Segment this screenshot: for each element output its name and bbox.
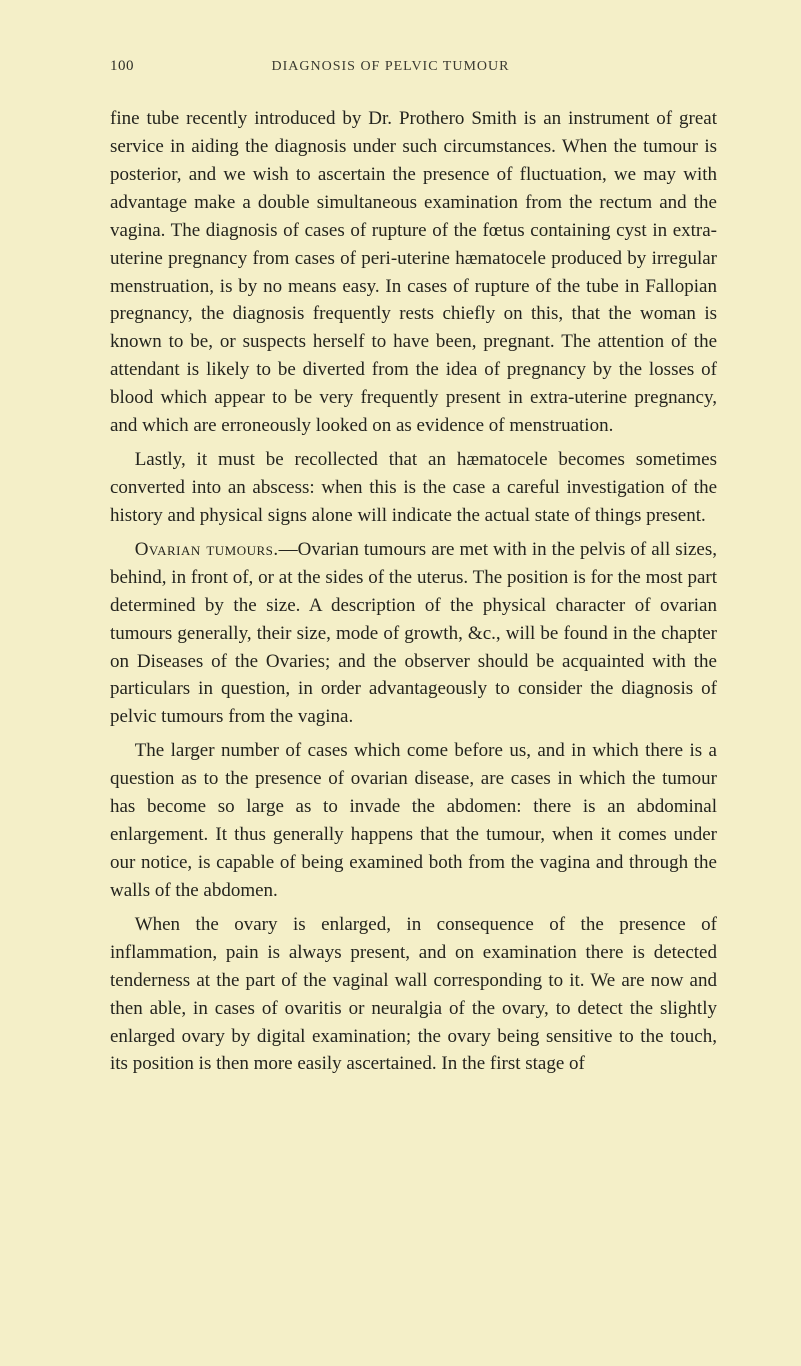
paragraph-text: —Ovarian tumours are met with in the pel…: [110, 539, 717, 728]
paragraph: When the ovary is enlarged, in consequen…: [110, 911, 717, 1079]
page: 100 DIAGNOSIS OF PELVIC TUMOUR fine tube…: [0, 0, 801, 1144]
lead-smallcaps: Ovarian tumours.: [135, 539, 279, 560]
body-text: fine tube recently introduced by Dr. Pro…: [110, 105, 717, 1078]
page-header: 100 DIAGNOSIS OF PELVIC TUMOUR: [110, 58, 717, 75]
paragraph: The larger number of cases which come be…: [110, 737, 717, 905]
paragraph: Lastly, it must be recollected that an h…: [110, 446, 717, 530]
paragraph: Ovarian tumours.—Ovarian tumours are met…: [110, 536, 717, 731]
running-head: DIAGNOSIS OF PELVIC TUMOUR: [94, 59, 687, 75]
paragraph: fine tube recently introduced by Dr. Pro…: [110, 105, 717, 440]
